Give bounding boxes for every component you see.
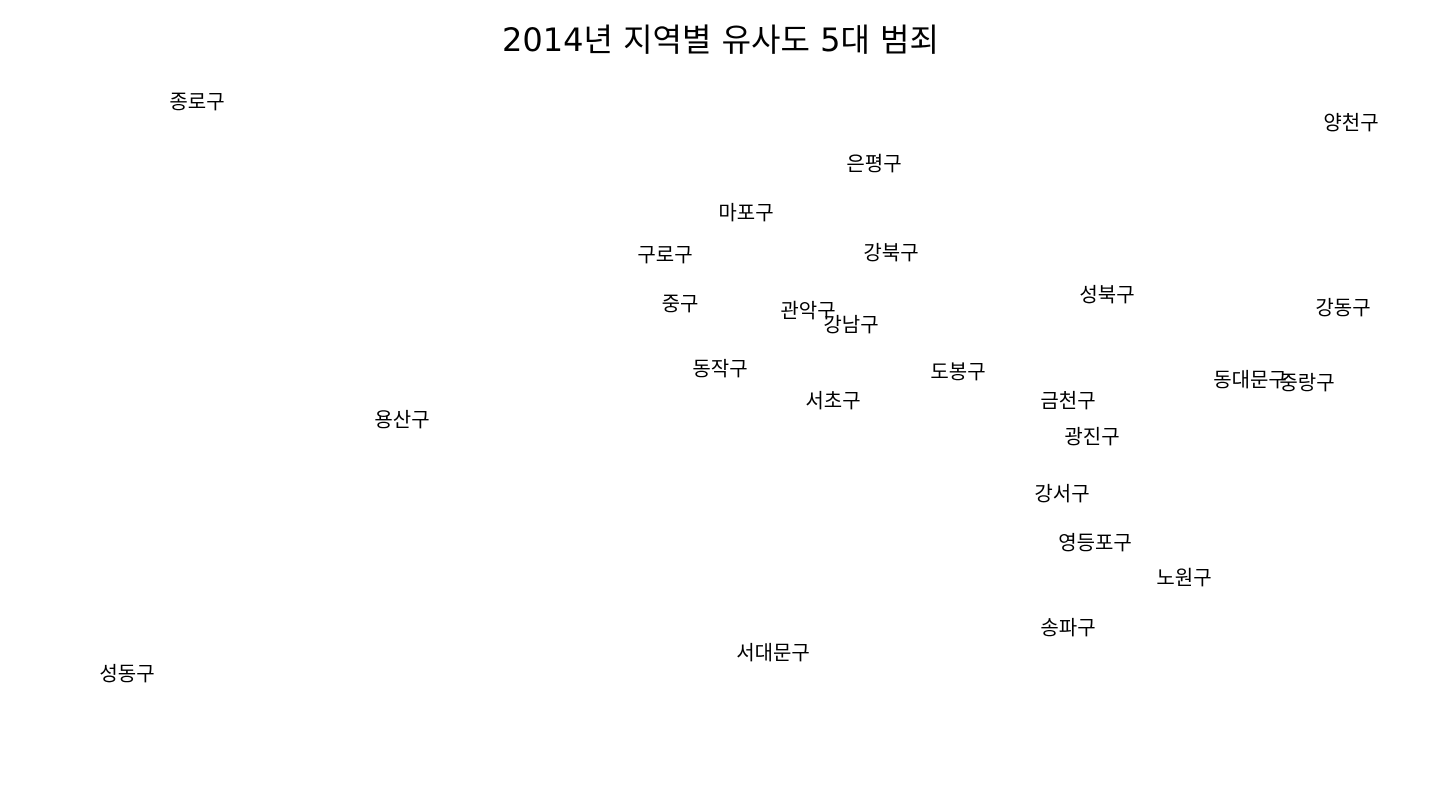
point-label: 강남구 [823, 313, 878, 337]
point-label: 양천구 [1323, 111, 1378, 135]
point-label: 강서구 [1034, 482, 1089, 506]
point-label: 강북구 [863, 241, 918, 265]
point-label: 중랑구 [1279, 371, 1334, 395]
point-label: 노원구 [1156, 566, 1211, 590]
point-label: 송파구 [1040, 616, 1095, 640]
point-label: 강동구 [1315, 296, 1370, 320]
point-label: 종로구 [169, 90, 224, 114]
point-label: 구로구 [637, 243, 692, 267]
point-label: 광진구 [1064, 425, 1119, 449]
point-label: 관악구 [780, 299, 835, 323]
point-label: 중구 [662, 292, 699, 316]
point-label: 서초구 [805, 389, 860, 413]
point-label: 성북구 [1079, 283, 1134, 307]
point-label: 성동구 [99, 662, 154, 686]
chart-title: 2014년 지역별 유사도 5대 범죄 [502, 21, 939, 59]
point-label: 도봉구 [930, 360, 985, 384]
point-label: 동대문구 [1213, 368, 1287, 392]
point-label: 서대문구 [736, 641, 810, 665]
point-label: 동작구 [692, 357, 747, 381]
point-label: 영등포구 [1058, 531, 1132, 555]
point-label: 마포구 [718, 201, 773, 225]
point-label: 용산구 [374, 408, 429, 432]
point-label: 금천구 [1040, 389, 1095, 413]
point-label: 은평구 [846, 152, 901, 176]
